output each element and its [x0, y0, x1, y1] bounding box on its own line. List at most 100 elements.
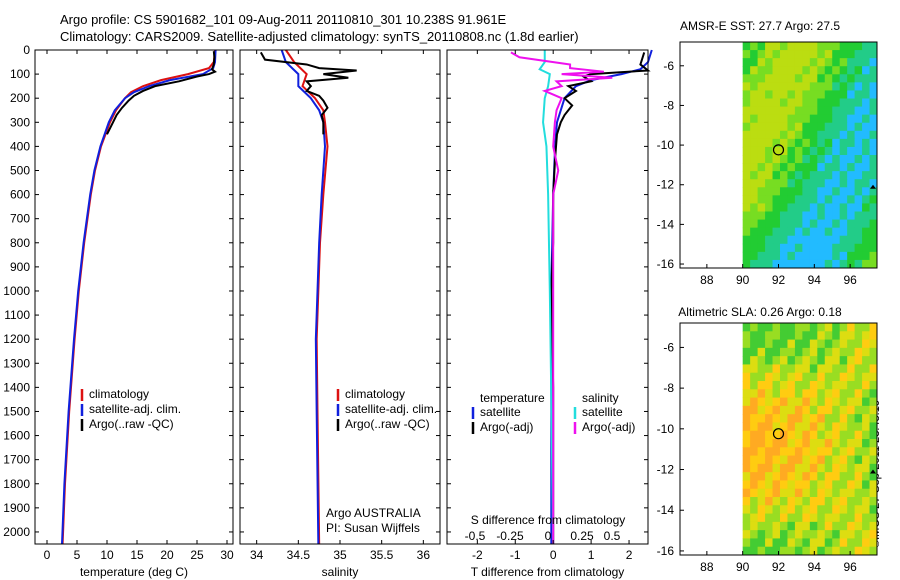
sla-map-cell [854, 472, 863, 481]
sst-map-cell [757, 114, 766, 124]
sla-map-cell [787, 472, 796, 481]
sst-map-cell [794, 259, 803, 269]
sst-map-cell [862, 243, 871, 253]
sla-map-cell [824, 347, 833, 357]
sla-map-cell [765, 381, 774, 390]
sla-map-cell [817, 513, 826, 523]
sla-map-cell [817, 530, 826, 539]
sla-map-title: Altimetric SLA: 0.26 Argo: 0.18 [678, 305, 842, 319]
sst-map-cell [854, 251, 863, 261]
sst-map-cell [787, 163, 796, 172]
sla-map-cell [750, 480, 759, 490]
sla-map-cell [772, 323, 781, 332]
sla-map-cell [802, 414, 811, 423]
sla-map-cell [832, 513, 841, 523]
sst-map-cell [779, 187, 788, 196]
sst-map-cell [817, 138, 826, 148]
sla-map-cell [839, 505, 848, 515]
sla-map-cell [772, 356, 781, 365]
sla-map-cell [794, 447, 803, 457]
depth-tick-label: 1200 [3, 332, 30, 346]
salinity-xlabel: salinity [322, 565, 359, 579]
sst-map-cell [839, 195, 848, 204]
temperature-xtick-label: 5 [74, 548, 81, 562]
sla-map-track-marker [870, 469, 876, 474]
sla-map-cell [794, 497, 803, 506]
difference-xtick-label: -2 [472, 548, 483, 562]
sla-map-cell [809, 347, 818, 357]
sla-map-cell [809, 331, 818, 341]
sst-map-cell [779, 251, 788, 261]
sla-map-cell [765, 339, 774, 349]
sst-map-cell [765, 251, 774, 261]
sla-map-cell [794, 405, 803, 415]
sst-map-cell [869, 114, 878, 124]
sst-map-cell [809, 171, 818, 180]
sst-map-cell [869, 203, 878, 212]
sst-map-cell [742, 130, 751, 140]
sst-map-cell [765, 98, 774, 108]
sla-map-cell [869, 389, 878, 399]
sla-map-cell [779, 463, 788, 473]
sla-map-cell [824, 488, 833, 498]
sla-map-cell [787, 463, 796, 473]
sla-map-cell [772, 405, 781, 415]
sla-map-xtick-label: 94 [808, 560, 822, 574]
sst-map-cell [832, 219, 841, 229]
sst-map-cell [847, 50, 856, 59]
sla-map-cell [869, 372, 878, 382]
sst-map-cell [765, 130, 774, 140]
sla-map-cell [794, 331, 803, 341]
sla-map-cell [802, 530, 811, 539]
sla-map-cell [862, 339, 871, 349]
sst-map-cell [847, 259, 856, 269]
sla-map-cell [862, 356, 871, 365]
top-xtick-label: 0.5 [604, 529, 621, 543]
depth-tick-label: 600 [10, 188, 30, 202]
sst-map-cell [802, 66, 811, 75]
sla-map-cell [854, 356, 863, 365]
sst-map-track-marker [870, 184, 876, 189]
sst-map-cell [750, 195, 759, 204]
sst-map-cell [750, 106, 759, 116]
sst-map-cell [839, 211, 848, 221]
sst-map-cell [765, 235, 774, 245]
sst-map-cell [854, 66, 863, 75]
difference-series-2 [538, 50, 555, 545]
sst-map-cell [824, 235, 833, 245]
sla-map-cell [779, 505, 788, 515]
sst-map-cell [832, 122, 841, 132]
sst-map-cell [750, 163, 759, 172]
sla-map-cell [854, 389, 863, 399]
sst-map-cell [742, 146, 751, 156]
sst-map-cell [854, 50, 863, 59]
sla-map-cell [847, 463, 856, 473]
sla-map-cell [794, 439, 803, 448]
sst-map-cell [847, 187, 856, 196]
sst-map-cell [817, 251, 826, 261]
sla-map-cell [794, 323, 803, 332]
sst-map-cell [809, 50, 818, 59]
sla-map-cell [772, 381, 781, 390]
sla-map [679, 322, 878, 556]
sla-map-cell [847, 488, 856, 498]
sla-map-ytick-label: -8 [663, 381, 674, 395]
sst-map-cell [809, 203, 818, 212]
sst-map-cell [742, 50, 751, 59]
salinity-xtick-label: 35 [333, 548, 347, 562]
sla-map-cell [809, 397, 818, 407]
depth-tick-label: 500 [10, 163, 30, 177]
sst-map-cell [742, 42, 751, 51]
sst-map-cell [757, 211, 766, 221]
sst-map-cell [824, 187, 833, 196]
sla-map-cell [794, 347, 803, 357]
salinity-legend-label: Argo(..raw -QC) [345, 417, 430, 431]
sst-map-cell [854, 58, 863, 67]
sla-map-cell [809, 497, 818, 506]
sst-map-cell [869, 98, 878, 108]
sla-map-cell [869, 430, 878, 440]
sst-map-cell [750, 259, 759, 269]
sst-map-cell [854, 211, 863, 221]
sla-map-cell [787, 331, 796, 341]
sst-map-cell [839, 243, 848, 253]
